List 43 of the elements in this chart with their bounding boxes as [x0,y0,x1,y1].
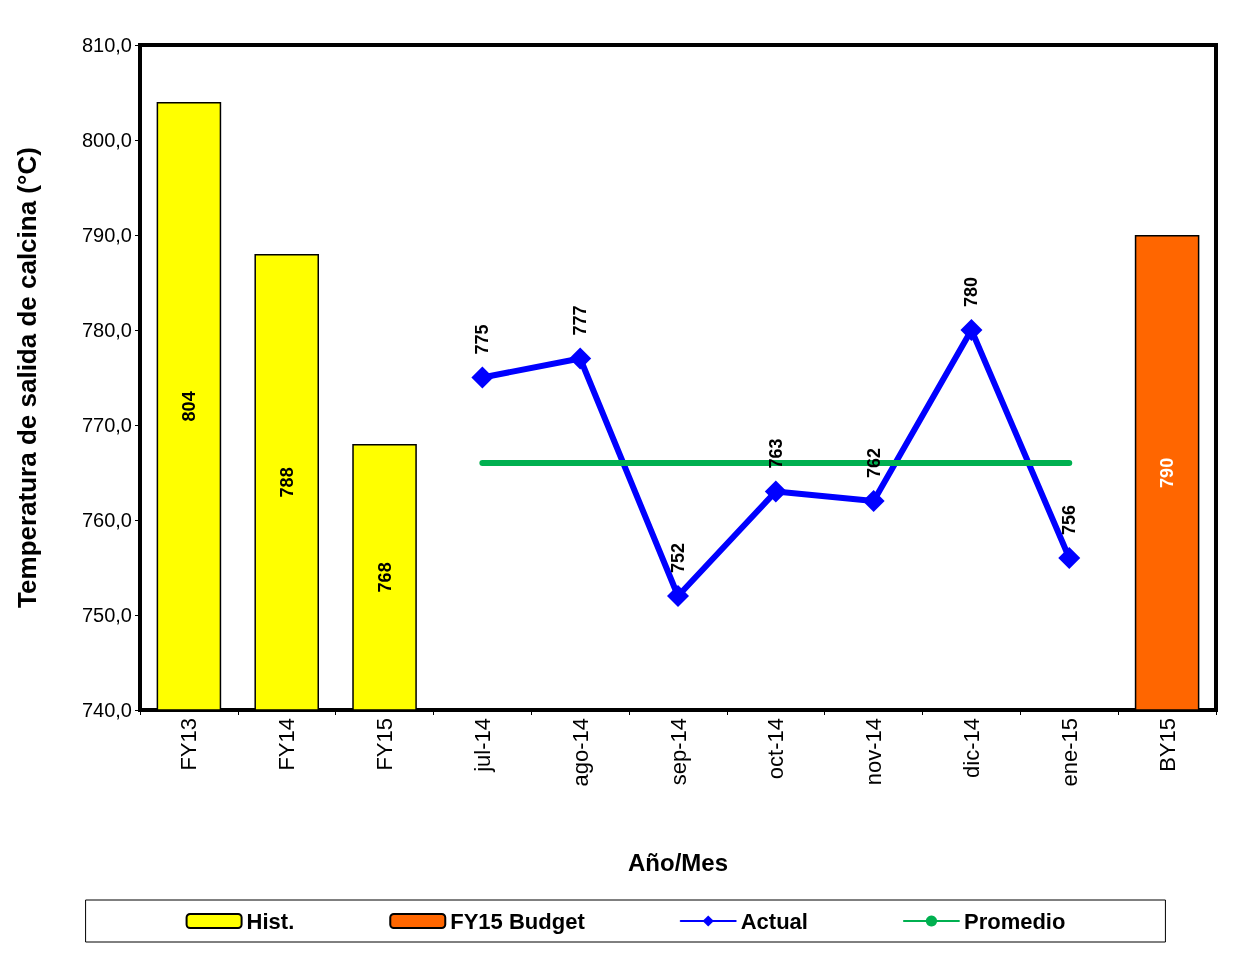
y-tick-label: 800,0 [81,129,132,151]
x-tick-label: dic-14 [958,718,984,778]
x-tick-label: ago-14 [567,718,593,787]
y-tick-label: 750,0 [81,604,132,626]
point [667,585,689,607]
data-label: 790 [1157,457,1178,488]
y-tick-label: 790,0 [81,224,132,246]
x-tick-label: FY15 [372,718,398,771]
data-label: 763 [765,438,786,469]
legend-label: FY15 Budget [450,908,586,934]
x-tick-label: FY14 [274,718,300,771]
data-label: 756 [1059,504,1080,535]
point [569,347,592,370]
x-tick-label: FY13 [176,718,202,771]
data-label: 768 [374,562,395,593]
point [764,480,787,503]
legend-label: Hist. [246,908,295,934]
y-tick-label: 740,0 [81,699,132,721]
legend-label: Actual [740,908,808,934]
y-tick-label: 760,0 [81,509,132,531]
data-label: 780 [961,276,982,307]
legend-label: Promedio [963,908,1066,934]
x-tick-label: jul-14 [469,718,495,773]
y-tick-label: 780,0 [81,319,132,341]
data-label: 804 [178,391,199,422]
y-tick-label: 770,0 [81,414,132,436]
data-label: 777 [570,305,591,336]
data-label: 752 [668,542,688,573]
data-label: 775 [472,324,493,355]
point [960,319,983,341]
x-tick-label: nov-14 [861,718,887,786]
x-axis-title: Año/Mes [627,848,729,876]
data-label: 762 [863,447,884,478]
point [1058,547,1081,569]
x-tick-label: BY15 [1154,718,1180,772]
y-axis-title: Temperatura de salida de calcina (°C) [12,147,42,608]
point [862,490,885,512]
point [471,366,494,389]
x-tick-label: oct-14 [763,718,789,780]
y-tick-label: 810,0 [81,34,132,56]
x-tick-label: sep-14 [665,718,691,786]
data-label: 788 [276,467,297,498]
x-tick-label: ene-15 [1056,718,1082,787]
